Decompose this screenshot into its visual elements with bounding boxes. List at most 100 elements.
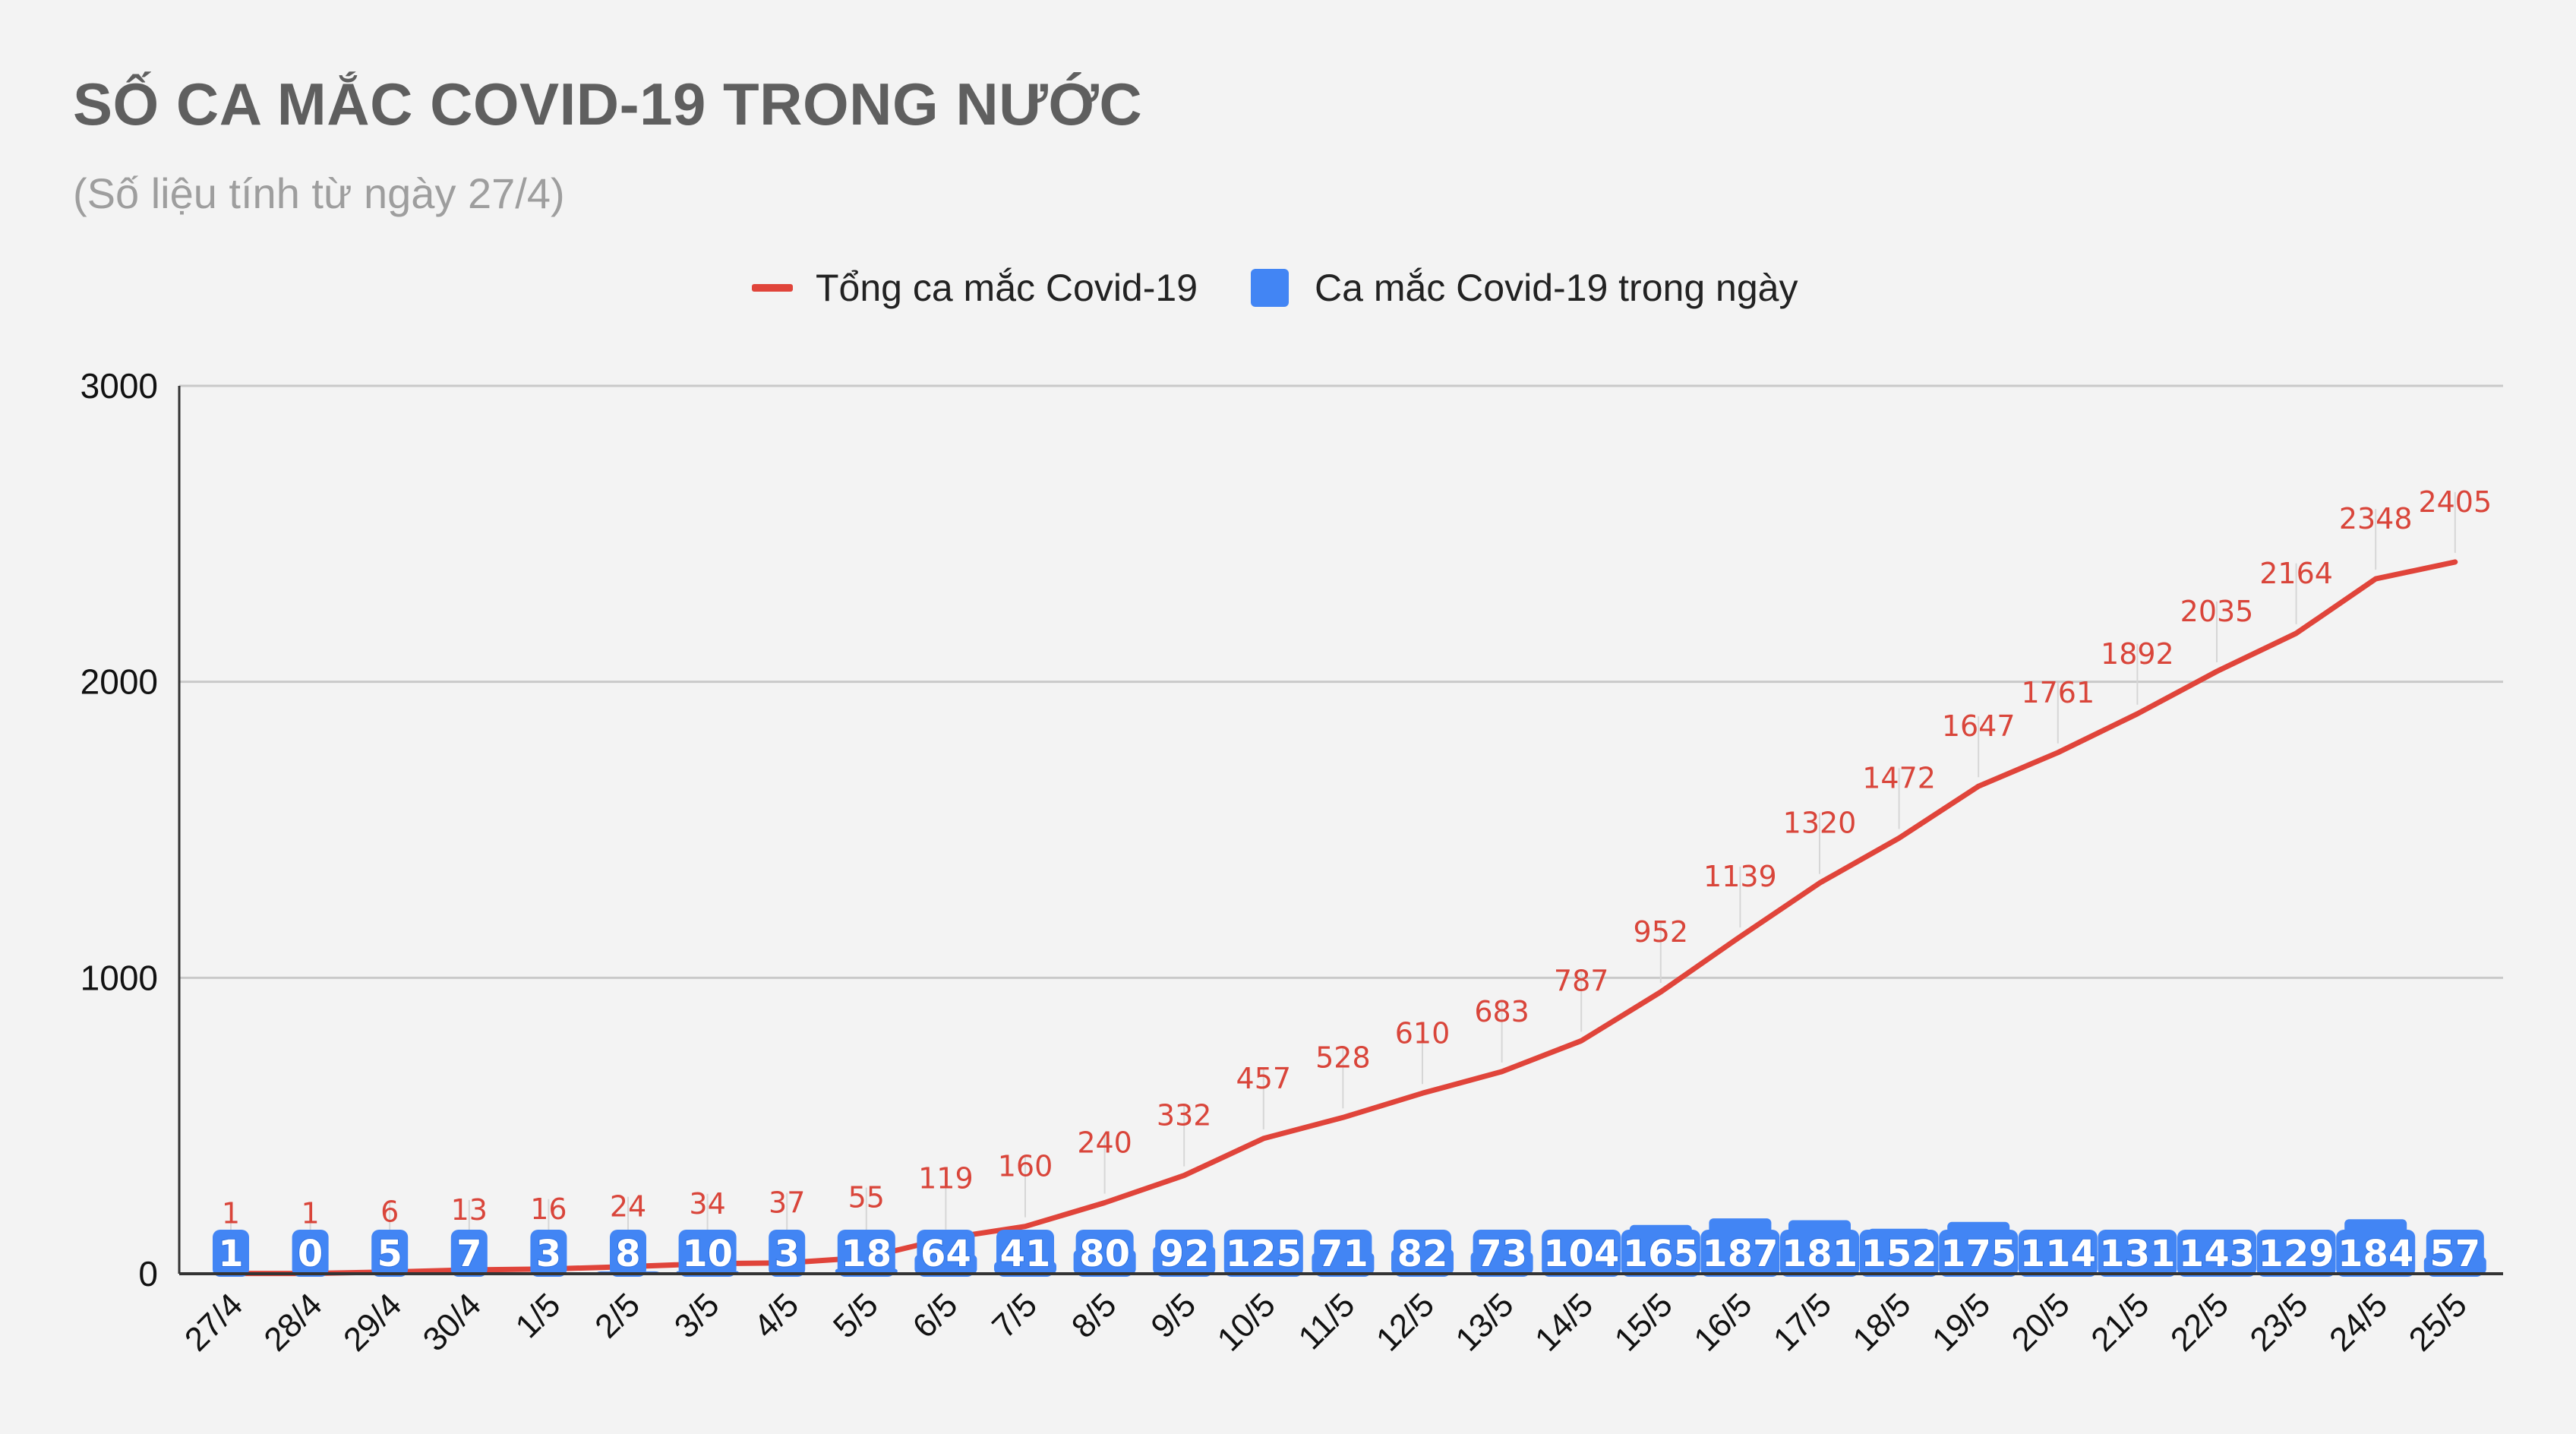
total-value-label: 13 [451,1193,488,1227]
x-tick-label: 22/5 [2164,1286,2236,1358]
daily-value-label: 104 [1543,1233,1619,1275]
x-tick-label: 29/4 [336,1286,409,1358]
x-tick-label: 19/5 [1925,1286,1997,1358]
total-value-label: 2035 [2180,595,2254,628]
x-tick-label: 4/5 [747,1286,806,1345]
total-value-label: 240 [1077,1126,1132,1159]
y-tick-label: 1000 [80,958,158,997]
x-tick-label: 12/5 [1369,1286,1441,1358]
y-tick-label: 2000 [80,662,158,702]
daily-label-badge [769,1230,806,1277]
daily-label-badge [2098,1230,2177,1277]
legend-item-daily[interactable]: Ca mắc Covid-19 trong ngày [1251,266,1798,310]
legend-item-total[interactable]: Tổng ca mắc Covid-19 [752,266,1198,310]
legend-label-daily: Ca mắc Covid-19 trong ngày [1315,267,1798,309]
total-value-label: 610 [1395,1016,1451,1050]
x-tick-label: 13/5 [1448,1286,1520,1358]
total-cases-line [228,559,2458,1277]
x-tick-label: 23/5 [2243,1286,2315,1358]
daily-label-badge [450,1230,488,1277]
total-value-label: 34 [689,1187,725,1221]
daily-value-label: 129 [2258,1233,2334,1275]
daily-value-label: 18 [841,1233,892,1275]
total-value-label: 1 [222,1197,240,1230]
daily-label-badge [610,1230,646,1277]
daily-label-badge [530,1230,567,1277]
daily-label-badge [1939,1230,2019,1277]
x-tick-label: 20/5 [2005,1286,2077,1358]
daily-value-label: 92 [1159,1233,1210,1275]
daily-label-badge [1700,1230,1780,1277]
daily-value-label: 3 [774,1233,799,1275]
x-tick-label: 11/5 [1292,1286,1362,1357]
daily-label-badge [1621,1230,1700,1277]
total-value-label: 787 [1554,964,1609,997]
x-tick-label: 28/4 [257,1286,329,1358]
total-value-label: 683 [1474,995,1530,1028]
daily-value-label: 184 [2338,1233,2413,1275]
total-value-label: 1761 [2021,676,2095,709]
daily-label-badge [292,1230,329,1277]
x-tick-label: 10/5 [1211,1286,1283,1358]
x-tick-label: 8/5 [1065,1286,1124,1345]
total-value-label: 1139 [1703,860,1777,893]
x-tick-label: 1/5 [509,1286,568,1345]
daily-label-badge [2256,1230,2336,1277]
daily-label-badge [1394,1230,1451,1277]
total-value-label: 160 [998,1150,1053,1183]
daily-label-badge [1223,1230,1303,1277]
total-value-label: 332 [1157,1099,1212,1132]
total-value-label: 1892 [2101,637,2174,671]
x-tick-label: 5/5 [826,1286,886,1345]
daily-value-label: 187 [1702,1233,1778,1275]
total-value-label: 37 [769,1186,805,1220]
x-tick-label: 6/5 [906,1286,965,1345]
total-value-label: 16 [530,1192,567,1226]
daily-label-badge [1314,1230,1372,1277]
x-tick-label: 7/5 [985,1286,1044,1345]
x-tick-label: 24/5 [2322,1286,2394,1358]
daily-value-label: 41 [1000,1233,1051,1275]
daily-value-label: 73 [1476,1233,1527,1275]
daily-value-label: 3 [536,1233,561,1275]
axes [178,386,2503,1275]
total-line-layer [228,559,2458,1277]
grid-layer [179,384,2503,979]
total-value-label: 2164 [2259,557,2333,590]
x-tick-label: 18/5 [1845,1286,1918,1358]
legend-label-total: Tổng ca mắc Covid-19 [816,267,1198,309]
daily-label-badge [1780,1230,1859,1277]
daily-value-label: 1 [218,1233,243,1275]
x-tick-label: 3/5 [668,1286,727,1345]
daily-label-badge [2336,1230,2416,1277]
daily-label-badge [2177,1230,2256,1277]
daily-label-badge [678,1230,737,1277]
total-value-label: 119 [918,1162,974,1196]
daily-value-label: 64 [920,1233,971,1275]
daily-label-badge [1859,1230,1939,1277]
chart-legend: Tổng ca mắc Covid-19 Ca mắc Covid-19 tro… [752,266,1851,310]
daily-value-label: 125 [1226,1233,1302,1275]
daily-value-label: 143 [2179,1233,2255,1275]
x-tick-label: 21/5 [2084,1286,2156,1358]
total-value-label: 952 [1634,915,1689,949]
legend-line-swatch [752,284,793,292]
daily-labels: 1 0 5 7 3 8 10 3 18 64 41 80 92 125 71 82 73 104 165 187 181… [213,1230,2484,1277]
total-value-label: 2348 [2339,502,2413,535]
x-tick-label: 15/5 [1608,1286,1680,1358]
x-tick-label: 2/5 [588,1286,647,1345]
x-tick-label: 9/5 [1144,1286,1203,1345]
daily-value-label: 152 [1861,1233,1937,1275]
daily-label-badge [371,1230,409,1277]
total-value-label: 1647 [1942,709,2016,743]
daily-value-label: 10 [682,1233,733,1275]
x-tick-label: 16/5 [1687,1286,1759,1358]
daily-label-badge [2426,1230,2484,1277]
total-value-label: 528 [1315,1041,1371,1074]
daily-value-label: 80 [1079,1233,1130,1275]
daily-value-label: 0 [298,1233,323,1275]
daily-value-label: 181 [1782,1233,1858,1275]
total-value-label: 24 [610,1190,646,1224]
